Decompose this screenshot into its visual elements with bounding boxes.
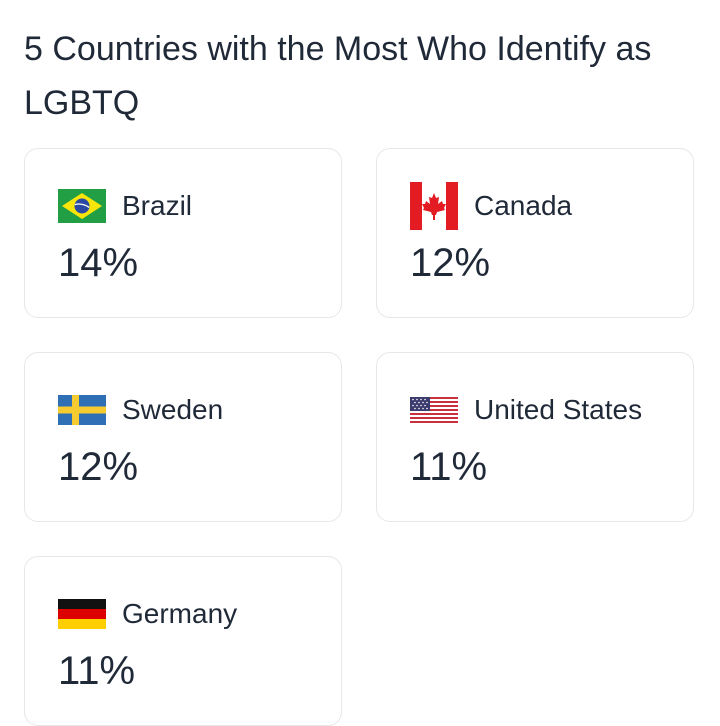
country-card-germany: Germany 11% bbox=[24, 556, 342, 726]
percentage-value: 12% bbox=[58, 445, 139, 489]
country-card-canada: Canada 12% bbox=[376, 148, 694, 318]
country-name: Sweden bbox=[122, 394, 224, 425]
percentage-value: 12% bbox=[410, 241, 491, 285]
percentage-value: 11% bbox=[58, 649, 136, 693]
card-header: Sweden bbox=[58, 386, 223, 434]
country-name: Germany bbox=[122, 598, 238, 629]
germany-flag-icon bbox=[58, 599, 106, 629]
country-name: Canada bbox=[474, 190, 573, 221]
card-header: United States bbox=[410, 386, 642, 434]
card-header: Germany bbox=[58, 590, 237, 638]
country-card-brazil: Brazil 14% bbox=[24, 148, 342, 318]
card-header: Canada bbox=[410, 182, 572, 230]
page-title: 5 Countries with the Most Who Identify a… bbox=[24, 30, 652, 122]
country-name: United States bbox=[474, 394, 643, 425]
percentage-value: 14% bbox=[58, 241, 139, 285]
country-card-sweden: Sweden 12% bbox=[24, 352, 342, 522]
country-name: Brazil bbox=[122, 190, 193, 221]
brazil-flag-icon bbox=[58, 189, 106, 223]
percentage-value: 11% bbox=[410, 445, 488, 489]
country-card-united-states: United States 11% bbox=[376, 352, 694, 522]
sweden-flag-icon bbox=[58, 395, 106, 425]
usa-flag-icon bbox=[410, 397, 458, 423]
canada-flag-icon bbox=[410, 182, 458, 230]
card-header: Brazil bbox=[58, 182, 192, 230]
